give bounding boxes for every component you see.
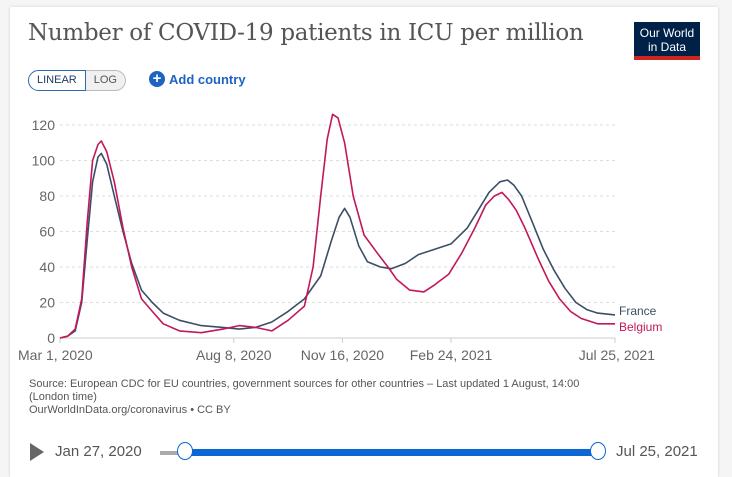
source-note: Source: European CDC for EU countries, g…	[29, 378, 669, 417]
log-button[interactable]: LOG	[85, 70, 126, 91]
timeline-selected-range[interactable]	[185, 449, 598, 456]
series-label-belgium: Belgium	[619, 320, 662, 334]
line-chart: 0 20 40 60 80 100 120 Mar 1, 2020 Aug 8, 2020 No…	[18, 113, 662, 363]
series-label-france: France	[619, 304, 657, 318]
play-icon[interactable]	[30, 443, 44, 461]
y-tick-label: 40	[39, 259, 55, 275]
y-tick-label: 0	[47, 330, 55, 346]
timeline-track[interactable]	[160, 451, 185, 455]
x-tick-label: Mar 1, 2020	[18, 347, 93, 363]
add-country-button[interactable]: + Add country	[149, 71, 246, 87]
x-tick-label: Jul 25, 2021	[579, 347, 655, 363]
y-tick-label: 80	[39, 188, 55, 204]
add-country-label: Add country	[169, 71, 246, 87]
series-line-belgium	[59, 113, 615, 339]
logo-line2: in Data	[647, 40, 687, 54]
y-tick-label: 120	[32, 117, 56, 133]
y-tick-label: 100	[32, 153, 56, 169]
logo-line1: Our World	[639, 26, 695, 40]
chart-title: Number of COVID-19 patients in ICU per m…	[28, 20, 584, 46]
plus-circle-icon: +	[149, 71, 165, 87]
y-tick-label: 60	[39, 224, 55, 240]
x-tick-label: Feb 24, 2021	[410, 347, 493, 363]
linear-button[interactable]: LINEAR	[28, 70, 86, 91]
timeline-start-handle[interactable]	[177, 442, 193, 460]
owid-logo[interactable]: Our World in Data	[634, 22, 700, 60]
x-tick-label: Aug 8, 2020	[196, 347, 272, 363]
timeline-end-handle[interactable]	[590, 442, 606, 460]
series-line-france	[59, 152, 616, 339]
source-link[interactable]: OurWorldInData.org/coronavirus • CC BY	[29, 404, 231, 416]
y-tick-label: 20	[39, 295, 55, 311]
source-time: (London time)	[29, 391, 97, 403]
scale-toggle: LINEAR LOG	[28, 70, 126, 91]
chart-card	[10, 7, 718, 477]
x-tick-label: Nov 16, 2020	[301, 347, 384, 363]
source-text: Source: European CDC for EU countries, g…	[29, 378, 580, 390]
timeline: Jan 27, 2020 Jul 25, 2021	[0, 440, 732, 461]
timeline-start-label: Jan 27, 2020	[55, 443, 142, 460]
timeline-end-label: Jul 25, 2021	[616, 443, 698, 460]
